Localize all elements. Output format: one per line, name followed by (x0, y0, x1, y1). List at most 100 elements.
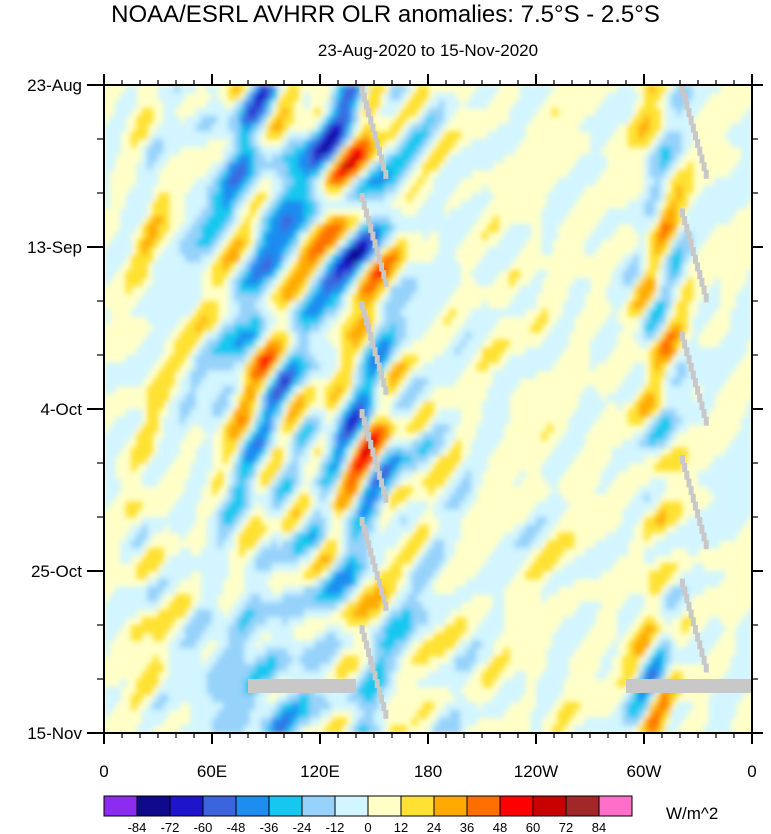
heat-cell (633, 92, 640, 102)
heat-cell (638, 131, 645, 140)
heat-cell (735, 355, 742, 364)
heat-cell (147, 586, 154, 595)
heat-cell (239, 416, 245, 426)
heat-cell (217, 470, 224, 480)
heat-cell (147, 447, 154, 456)
heat-cell (401, 385, 407, 395)
heat-cell (239, 293, 245, 302)
heat-cell (336, 285, 343, 294)
heat-cell (676, 385, 683, 395)
heat-cell (282, 416, 289, 426)
heat-cell (444, 416, 451, 426)
heat-cell (487, 162, 494, 171)
heat-cell (374, 547, 380, 557)
heat-cell (438, 524, 445, 534)
heat-cell (266, 416, 272, 426)
heat-cell (244, 571, 251, 580)
heat-cell (239, 262, 245, 271)
heat-cell (525, 108, 532, 117)
heat-cell (282, 146, 289, 156)
heat-cell (573, 416, 580, 426)
heat-cell (152, 316, 159, 325)
heat-cell (120, 540, 127, 549)
heat-cell (455, 470, 461, 480)
heat-cell (174, 439, 181, 449)
heat-cell (147, 146, 154, 156)
heat-cell (584, 247, 591, 256)
heat-cell (584, 154, 591, 163)
heat-cell (487, 416, 494, 426)
heat-cell (379, 254, 386, 264)
heat-cell (676, 123, 683, 132)
heat-cell (600, 231, 607, 240)
heat-cell (260, 501, 267, 510)
heat-cell (525, 571, 532, 580)
heat-cell (114, 254, 121, 264)
heat-cell (552, 547, 559, 557)
heat-cell (471, 439, 478, 449)
heat-cell (557, 463, 564, 472)
heat-cell (249, 540, 256, 549)
heat-cell (109, 131, 116, 140)
heat-cell (260, 439, 267, 449)
heat-cell (708, 509, 715, 518)
heat-cell (314, 347, 321, 356)
heat-cell (158, 270, 164, 279)
heat-cell (152, 378, 159, 387)
heat-cell (741, 123, 748, 132)
heat-cell (293, 162, 299, 171)
heat-cell (487, 223, 494, 233)
heat-cell (309, 131, 316, 140)
heat-cell (698, 571, 704, 580)
heat-cell (530, 92, 537, 102)
heat-cell (293, 432, 299, 441)
heat-cell (725, 463, 731, 472)
heat-cell (563, 455, 569, 464)
heat-cell (735, 193, 742, 202)
heat-cell (492, 262, 499, 271)
heat-cell (357, 370, 364, 379)
heat-cell (438, 432, 445, 441)
heat-cell (741, 316, 748, 325)
heat-cell (255, 547, 262, 557)
heat-cell (428, 262, 434, 271)
heat-cell (228, 193, 235, 202)
heat-cell (190, 216, 197, 225)
heat-cell (417, 563, 424, 572)
heat-cell (228, 362, 235, 372)
heat-cell (352, 277, 359, 287)
heat-cell (644, 547, 650, 557)
heat-cell (174, 355, 181, 364)
heat-cell (411, 393, 418, 402)
heat-cell (741, 146, 748, 156)
heat-cell (735, 509, 742, 518)
heat-cell (676, 378, 683, 387)
heat-cell (179, 571, 186, 580)
heat-cell (411, 277, 418, 287)
heat-cell (617, 324, 623, 333)
heat-cell (433, 277, 440, 287)
heat-cell (465, 455, 472, 464)
heat-cell (649, 177, 656, 186)
heat-cell (741, 115, 748, 125)
heat-cell (579, 393, 586, 402)
heat-cell (136, 563, 143, 572)
heat-cell (676, 362, 683, 372)
heat-cell (471, 270, 478, 279)
heat-cell (125, 532, 132, 541)
heat-cell (417, 594, 424, 603)
heat-cell (195, 208, 202, 217)
heat-cell (352, 347, 359, 356)
heat-cell (168, 316, 175, 325)
heat-cell (422, 316, 429, 325)
heat-cell (314, 270, 321, 279)
heat-cell (212, 478, 218, 487)
heat-cell (320, 601, 326, 611)
heat-cell (665, 571, 672, 580)
heat-cell (276, 193, 283, 202)
heat-cell (703, 208, 710, 217)
heat-cell (476, 478, 483, 487)
heat-cell (260, 270, 267, 279)
heat-cell (168, 139, 175, 148)
heat-cell (401, 486, 407, 495)
